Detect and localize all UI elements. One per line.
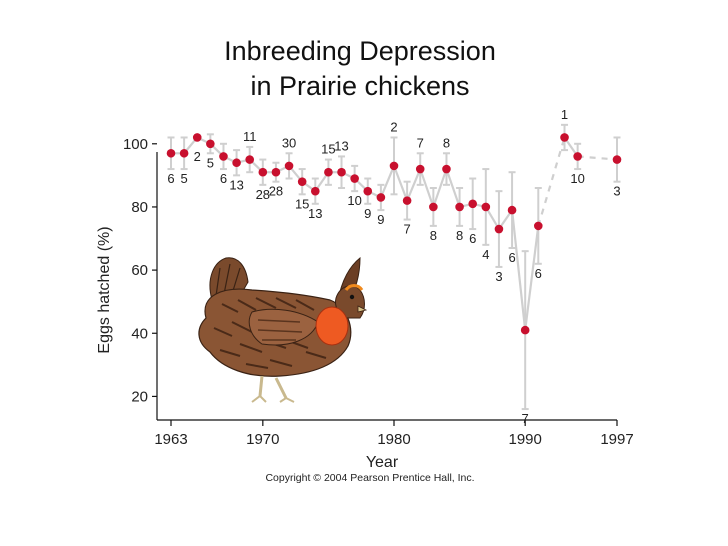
sample-size-label: 6 (220, 171, 227, 186)
sample-size-label: 15 (321, 142, 335, 157)
data-point (324, 167, 333, 177)
sample-size-label: 8 (456, 228, 463, 243)
x-ticks: 1963 1970 1980 1990 1997 (154, 420, 634, 448)
series-gap-segment (577, 155, 618, 161)
data-point (415, 164, 425, 174)
data-point (192, 133, 202, 142)
y-tick-label: 60 (131, 262, 148, 279)
data-point (402, 196, 412, 205)
slide-title: Inbreeding Depression in Prairie chicken… (160, 34, 560, 104)
sample-size-label: 7 (404, 222, 411, 237)
sample-size-label: 8 (443, 135, 450, 150)
data-point (245, 155, 255, 164)
x-tick-label: 1980 (377, 431, 410, 448)
sample-size-label: 3 (613, 184, 620, 199)
data-point (337, 167, 346, 177)
sample-size-label: 13 (308, 206, 322, 221)
sample-size-label: 5 (207, 155, 214, 170)
sample-size-label: 8 (430, 228, 437, 243)
series-segment (406, 168, 422, 202)
copyright-notice: Copyright © 2004 Pearson Prentice Hall, … (265, 472, 475, 484)
sample-size-label: 13 (229, 177, 243, 192)
sample-size-label: 30 (282, 135, 296, 150)
slide-title-line1: Inbreeding Depression (224, 36, 496, 66)
series-segment (379, 165, 396, 198)
data-point (429, 202, 438, 212)
data-point (494, 224, 504, 234)
data-point (284, 161, 294, 171)
data-point (297, 177, 307, 186)
sample-size-label: 11 (243, 129, 257, 144)
data-point (612, 155, 622, 164)
sample-size-label: 7 (417, 135, 424, 150)
sample-size-label: 6 (167, 171, 174, 186)
slide-title-line2: in Prairie chickens (250, 71, 470, 101)
data-point (232, 158, 241, 168)
prairie-chicken-illustration (198, 256, 368, 403)
series-gap-segment (537, 137, 566, 227)
sample-size-label: 6 (508, 250, 515, 265)
data-point (310, 186, 320, 196)
x-tick-label: 1970 (246, 431, 279, 448)
sample-size-label: 15 (295, 196, 309, 211)
sample-size-label: 2 (390, 119, 397, 134)
data-point (455, 202, 464, 212)
series-segment (445, 168, 461, 208)
data-point (389, 161, 399, 171)
data-point (442, 164, 451, 174)
y-tick-label: 80 (131, 199, 148, 216)
data-point (533, 221, 543, 231)
sample-size-label: 10 (570, 171, 584, 186)
sample-size-label: 9 (377, 212, 384, 227)
sample-size-label: 13 (334, 138, 348, 153)
data-point (560, 133, 569, 142)
series-segment (392, 165, 409, 202)
data-point (258, 167, 268, 177)
sample-size-label: 3 (495, 269, 502, 284)
data-point (481, 202, 491, 212)
x-tick-label: 1997 (600, 431, 633, 448)
sample-size-label: 9 (364, 206, 371, 221)
data-point (376, 193, 386, 202)
y-tick-label: 100 (123, 136, 148, 153)
sample-size-label: 10 (347, 193, 361, 208)
x-tick-label: 1963 (154, 431, 187, 448)
y-tick-label: 40 (131, 325, 148, 342)
sample-size-label: 28 (256, 187, 270, 202)
data-point (166, 148, 176, 158)
data-points (166, 133, 622, 335)
y-tick-label: 20 (131, 388, 148, 405)
data-point (468, 199, 478, 209)
data-point (520, 325, 530, 335)
series-segment (419, 168, 435, 208)
series-segment (432, 168, 448, 208)
series-segment (524, 225, 540, 331)
series-segment (510, 209, 527, 331)
data-point (573, 152, 582, 161)
data-point (507, 205, 517, 215)
x-tick-label: 1990 (508, 431, 541, 448)
data-point (179, 148, 189, 158)
sample-size-label: 1 (561, 107, 568, 122)
y-axis-label: Eggs hatched (%) (96, 226, 113, 353)
y-ticks: 20 40 60 80 100 (123, 136, 157, 405)
data-point (271, 167, 281, 177)
data-point (350, 174, 359, 183)
data-point (206, 139, 215, 149)
sample-size-label: 7 (522, 411, 529, 426)
sample-size-label: 28 (269, 184, 283, 199)
sample-size-label: 4 (482, 247, 489, 262)
sample-size-label: 5 (181, 171, 188, 186)
data-point (363, 186, 373, 196)
sample-size-label: 6 (469, 231, 476, 246)
sample-size-label: 2 (194, 149, 201, 164)
x-axis-label: Year (366, 454, 399, 471)
data-point (219, 152, 228, 161)
sample-size-label: 6 (535, 266, 542, 281)
